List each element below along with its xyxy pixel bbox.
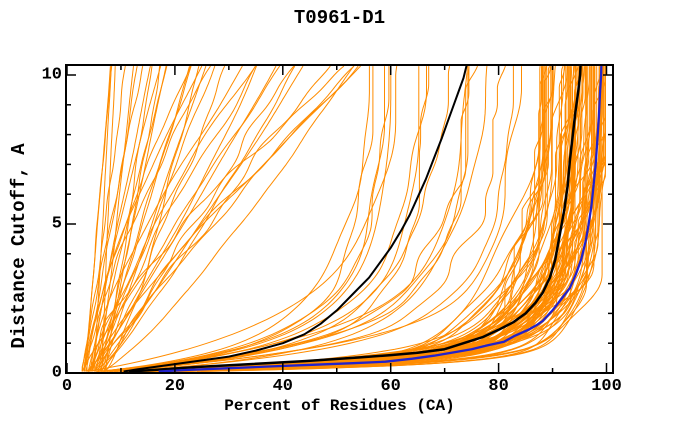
x-tick-label: 0 [61, 377, 73, 396]
y-tick-label: 10 [41, 65, 62, 85]
x-axis-label: Percent of Residues (CA) [224, 397, 455, 415]
axis-ticks [66, 65, 613, 374]
y-axis-label: Distance Cutoff, A [8, 143, 30, 349]
curves-layer [81, 66, 606, 372]
y-tick-label: 0 [51, 363, 62, 383]
x-tick-label: 80 [488, 377, 509, 396]
x-tick-label: 20 [164, 377, 186, 396]
x-tick-label: 60 [380, 377, 401, 396]
x-tick-label: 100 [591, 377, 622, 396]
x-tick-label: 40 [272, 377, 293, 396]
plot-frame [65, 64, 614, 374]
chart-title: T0961-D1 [293, 7, 386, 29]
y-tick-label: 5 [51, 214, 62, 234]
